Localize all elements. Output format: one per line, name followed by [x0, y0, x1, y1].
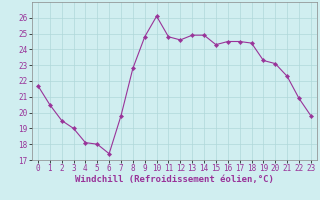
X-axis label: Windchill (Refroidissement éolien,°C): Windchill (Refroidissement éolien,°C) [75, 175, 274, 184]
